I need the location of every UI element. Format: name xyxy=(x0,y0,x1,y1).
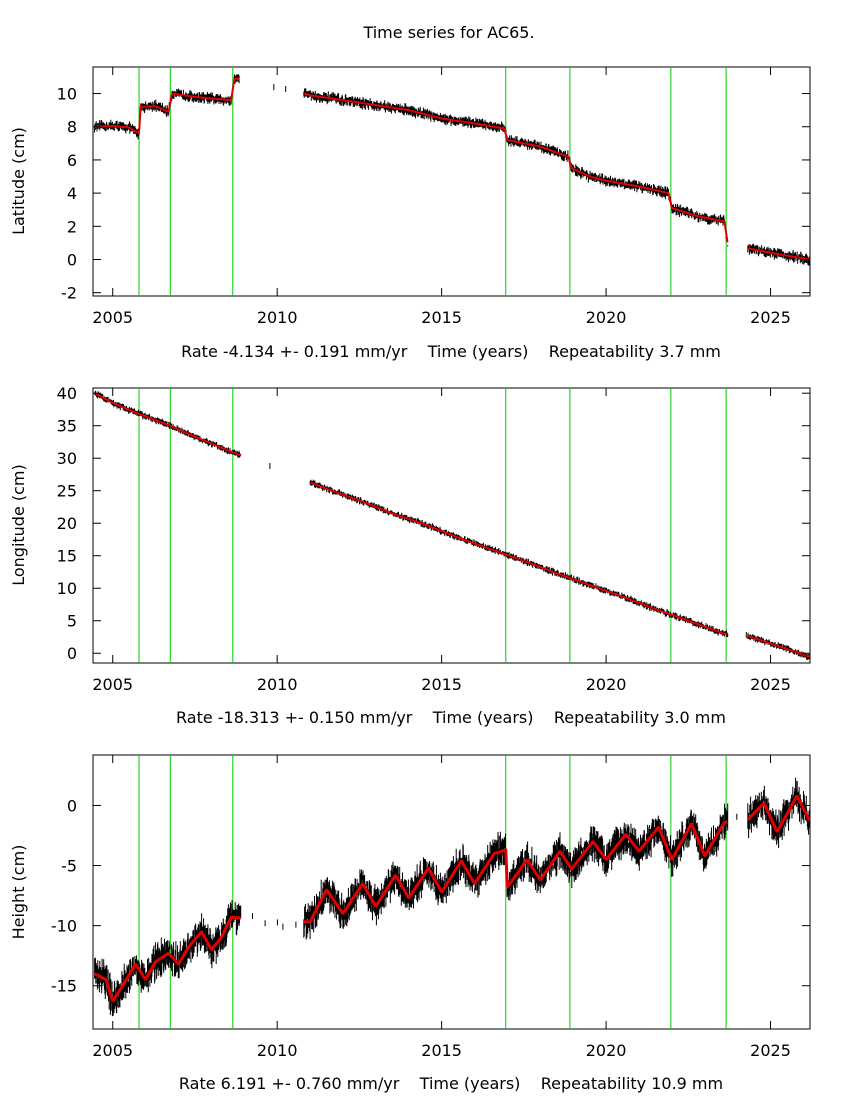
height-y-tick-label: 0 xyxy=(67,796,77,815)
longitude-model-curve xyxy=(94,392,810,658)
latitude-model-line xyxy=(94,77,810,261)
longitude-y-tick-label: 5 xyxy=(67,612,77,631)
latitude-x-tick-label: 2015 xyxy=(421,308,462,327)
height-x-tick-label: 2010 xyxy=(257,1041,298,1060)
latitude-y-tick-label: -2 xyxy=(61,284,77,303)
latitude-x-tick-label: 2020 xyxy=(586,308,627,327)
height-x-tick-label: 2025 xyxy=(750,1041,791,1060)
latitude-y-tick-label: 6 xyxy=(67,151,77,170)
longitude-y-tick-label: 35 xyxy=(57,417,77,436)
longitude-observation-points xyxy=(94,390,811,661)
longitude-y-tick-label: 15 xyxy=(57,547,77,566)
height-plot-frame xyxy=(92,754,811,1030)
latitude-x-tick-label: 2025 xyxy=(750,308,791,327)
figure-title: Time series for AC65. xyxy=(362,23,534,42)
longitude-x-tick-label: 2005 xyxy=(92,675,133,694)
height-x-tick-label: 2015 xyxy=(421,1041,462,1060)
longitude-observations xyxy=(94,390,811,661)
longitude-y-axis-label: Longitude (cm) xyxy=(9,464,28,586)
longitude-x-axis-label: Rate -18.313 +- 0.150 mm/yr Time (years)… xyxy=(176,708,726,727)
height-y-tick-label: -15 xyxy=(51,977,77,996)
longitude-y-tick-label: 0 xyxy=(67,644,77,663)
latitude-y-axis-label: Latitude (cm) xyxy=(9,127,28,235)
latitude-x-tick-label: 2005 xyxy=(92,308,133,327)
latitude-y-tick-label: 0 xyxy=(67,250,77,269)
longitude-y-ticks: 0 5 10 15 20 25 30 35 40 xyxy=(57,384,810,663)
latitude-x-ticks: 2005 2010 2015 2020 2025 xyxy=(92,67,791,327)
latitude-observation-points xyxy=(94,74,811,266)
height-y-tick-label: -5 xyxy=(61,857,77,876)
latitude-y-ticks: -2 0 2 4 6 8 10 xyxy=(57,85,810,303)
longitude-y-tick-label: 10 xyxy=(57,579,77,598)
height-y-axis-label: Height (cm) xyxy=(9,845,28,940)
height-event-lines xyxy=(138,755,727,1029)
height-x-tick-label: 2020 xyxy=(586,1041,627,1060)
latitude-y-tick-label: 2 xyxy=(67,217,77,236)
longitude-y-tick-label: 30 xyxy=(57,449,77,468)
height-y-ticks: -15 -10 -5 0 xyxy=(51,796,810,996)
latitude-panel: -2 0 2 4 6 8 10 2005 2010 2015 2020 2025 Latitude … xyxy=(9,66,811,361)
latitude-model-curve xyxy=(94,77,810,261)
height-model-line xyxy=(93,795,812,1003)
longitude-y-tick-label: 20 xyxy=(57,514,77,533)
height-y-tick-label: -10 xyxy=(51,917,77,936)
height-observation-points xyxy=(94,777,811,1017)
longitude-x-tick-label: 2015 xyxy=(421,675,462,694)
height-x-axis-label: Rate 6.191 +- 0.760 mm/yr Time (years) R… xyxy=(179,1074,723,1093)
longitude-x-tick-label: 2025 xyxy=(750,675,791,694)
latitude-y-tick-label: 8 xyxy=(67,118,77,137)
height-panel: -15 -10 -5 0 2005 2010 2015 2020 2025 Height (c… xyxy=(9,754,812,1093)
longitude-plot-frame xyxy=(92,387,811,664)
height-x-tick-label: 2005 xyxy=(92,1041,133,1060)
longitude-y-tick-label: 40 xyxy=(57,384,77,403)
longitude-x-ticks: 2005 2010 2015 2020 2025 xyxy=(92,388,791,694)
latitude-y-tick-label: 4 xyxy=(67,184,77,203)
height-observations xyxy=(94,777,811,1017)
height-model-curve xyxy=(93,795,812,1003)
latitude-y-tick-label: 10 xyxy=(57,85,77,104)
latitude-x-tick-label: 2010 xyxy=(257,308,298,327)
latitude-plot-frame xyxy=(92,66,811,297)
longitude-model-line xyxy=(94,392,810,658)
latitude-x-axis-label: Rate -4.134 +- 0.191 mm/yr Time (years) … xyxy=(181,342,721,361)
height-x-ticks: 2005 2010 2015 2020 2025 xyxy=(92,755,791,1060)
longitude-y-tick-label: 25 xyxy=(57,482,77,501)
longitude-x-tick-label: 2010 xyxy=(257,675,298,694)
latitude-observations xyxy=(94,74,811,266)
longitude-x-tick-label: 2020 xyxy=(586,675,627,694)
longitude-event-lines xyxy=(138,388,727,663)
